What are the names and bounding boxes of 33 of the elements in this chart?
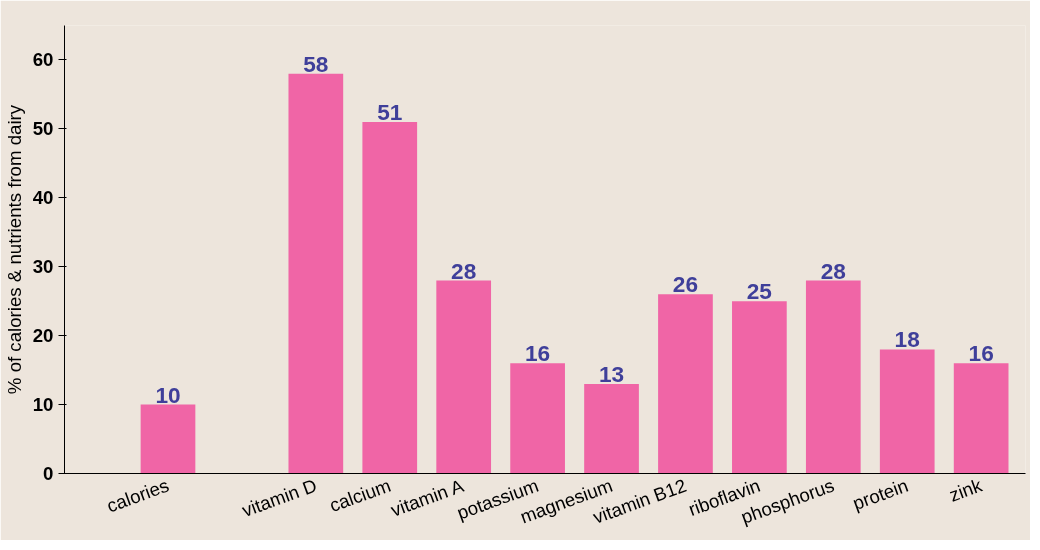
y-tick-label: 10 [32, 394, 54, 416]
y-tick-label: 50 [32, 118, 54, 140]
x-tick-label: zink [946, 474, 986, 506]
bar [436, 280, 492, 474]
y-tick-label: 40 [32, 187, 54, 209]
bar [362, 121, 418, 474]
data-label: 18 [894, 326, 920, 353]
bar [879, 349, 935, 474]
data-label: 25 [746, 278, 772, 305]
bar [953, 363, 1009, 474]
bar [584, 383, 639, 474]
bar [510, 363, 565, 474]
y-axis-title: % of calories & nutrients from dairy [3, 104, 25, 395]
data-label: 28 [820, 257, 846, 284]
x-tick-label: vitamin D [239, 474, 320, 522]
y-tick-label: 0 [43, 463, 54, 484]
data-label: 51 [377, 98, 403, 125]
y-tick-label: 60 [32, 49, 54, 71]
bar [805, 280, 861, 474]
y-tick-label: 20 [32, 325, 54, 347]
bar [288, 73, 344, 474]
bar [658, 294, 713, 474]
data-label: 10 [155, 381, 181, 408]
bar [732, 301, 787, 474]
data-label: 16 [525, 340, 551, 367]
data-label: 16 [968, 340, 994, 367]
x-tick-label: calories [104, 474, 172, 517]
data-label: 13 [598, 360, 625, 387]
bar [140, 404, 196, 474]
data-label: 28 [451, 257, 477, 284]
data-label: 26 [672, 271, 699, 298]
y-tick-label: 30 [32, 256, 54, 278]
data-label: 58 [303, 50, 329, 77]
